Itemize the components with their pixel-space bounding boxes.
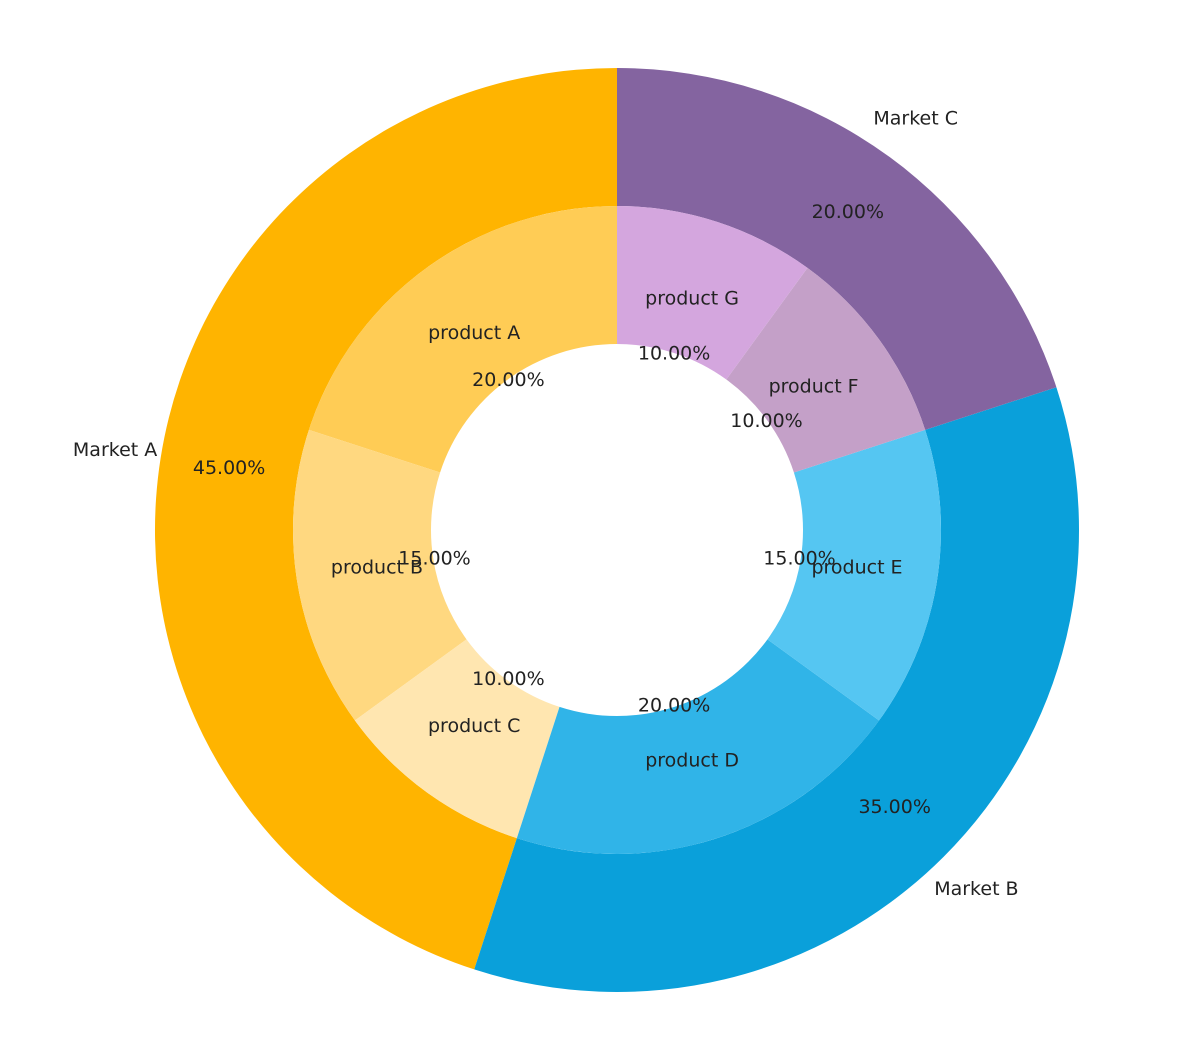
inner-pct-product-e: 15.00% <box>763 547 835 569</box>
inner-label-product-e: product E <box>811 557 902 579</box>
inner-label-product-a: product A <box>428 322 520 344</box>
inner-label-product-f: product F <box>769 376 859 398</box>
inner-pct-product-b: 15.00% <box>398 547 470 569</box>
inner-wedge-product-a <box>308 206 617 473</box>
outer-wedge-market-b <box>474 387 1080 993</box>
outer-pct-market-b: 35.00% <box>858 796 930 818</box>
outer-label-market-b: Market B <box>934 878 1018 900</box>
outer-ring <box>154 68 1080 993</box>
labels: Market A 45.00% Market B 35.00% Market C 20.0… <box>73 107 1019 900</box>
inner-pct-product-d: 20.00% <box>638 694 710 716</box>
inner-label-product-b: product B <box>331 557 423 579</box>
outer-wedge-market-a <box>154 68 617 970</box>
inner-wedge-product-d <box>516 639 880 854</box>
inner-wedge-product-b <box>293 429 467 721</box>
outer-pct-market-a: 45.00% <box>193 457 265 479</box>
inner-label-product-d: product D <box>645 750 739 772</box>
inner-label-product-c: product C <box>428 715 520 737</box>
outer-wedge-market-c <box>617 68 1057 430</box>
inner-pct-product-a: 20.00% <box>472 369 544 391</box>
inner-wedge-product-g <box>617 206 808 380</box>
inner-pct-product-g: 10.00% <box>638 343 710 365</box>
outer-label-market-c: Market C <box>873 107 958 129</box>
inner-label-product-g: product G <box>645 287 739 309</box>
inner-wedge-product-e <box>767 429 941 721</box>
inner-pct-product-f: 10.00% <box>730 410 802 432</box>
inner-pct-product-c: 10.00% <box>472 668 544 690</box>
inner-ring <box>293 206 941 854</box>
outer-label-market-a: Market A <box>73 439 157 461</box>
outer-pct-market-c: 20.00% <box>812 201 884 223</box>
inner-wedge-product-c <box>354 639 560 839</box>
inner-wedge-product-f <box>726 267 926 473</box>
